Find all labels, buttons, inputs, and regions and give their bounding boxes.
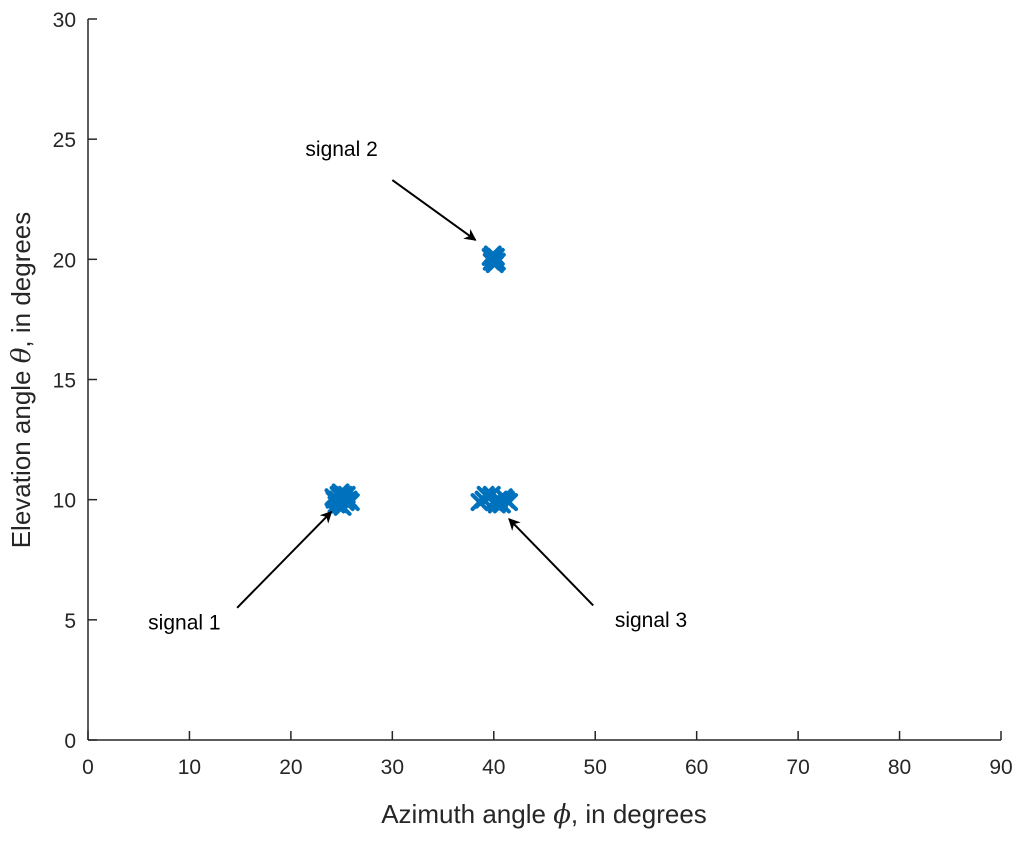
annotation-label: signal 2 <box>305 138 377 161</box>
x-axis-ticks: 0 10 20 30 40 50 60 70 80 90 <box>82 731 1013 779</box>
point-stroke <box>481 247 500 266</box>
data-point <box>482 485 501 504</box>
point-stroke <box>476 485 495 504</box>
annotation-label: signal 1 <box>148 611 220 634</box>
x-tick-label: 20 <box>279 756 302 779</box>
point-stroke <box>496 490 515 509</box>
point-stroke <box>482 485 501 504</box>
x-tick-label: 30 <box>381 756 404 779</box>
theta-symbol: θ <box>7 347 37 363</box>
data-point <box>496 490 515 509</box>
y-tick-label: 10 <box>53 490 76 513</box>
data-point <box>329 485 348 504</box>
y-tick-label: 30 <box>53 9 76 32</box>
x-tick-label: 10 <box>178 756 201 779</box>
data-point <box>481 247 500 266</box>
y-tick-label: 5 <box>64 610 76 633</box>
annotation-arrow <box>236 510 333 609</box>
annotation-label: signal 3 <box>615 609 687 632</box>
y-axis-title-suffix: , in degrees <box>6 212 36 348</box>
y-axis-ticks: 0 5 10 15 20 25 30 <box>53 9 97 753</box>
annotation-arrow <box>508 518 594 607</box>
y-tick-label: 0 <box>64 730 76 753</box>
x-tick-label: 60 <box>685 756 708 779</box>
annotation: signal 3 <box>508 518 687 632</box>
point-stroke <box>329 485 348 504</box>
x-axis-title: Azimuth angle ϕ, in degrees <box>381 799 707 830</box>
y-tick-label: 15 <box>53 370 76 393</box>
y-axis-title: Elevation angle θ, in degrees <box>6 212 37 549</box>
x-axis-title-suffix: , in degrees <box>571 799 707 829</box>
annotations: signal 1 signal 2 signal 3 <box>148 138 687 634</box>
point-stroke <box>341 493 360 512</box>
x-tick-label: 50 <box>584 756 607 779</box>
axes <box>87 19 1001 741</box>
y-tick-label: 25 <box>53 129 76 152</box>
x-tick-label: 80 <box>888 756 911 779</box>
y-tick-label: 20 <box>53 249 76 272</box>
annotation-arrow <box>391 179 477 241</box>
phi-symbol: ϕ <box>553 800 571 830</box>
point-stroke <box>487 495 506 514</box>
annotation: signal 2 <box>305 138 477 241</box>
x-tick-label: 90 <box>989 756 1012 779</box>
data-points <box>324 245 518 516</box>
annotation: signal 1 <box>148 510 333 634</box>
x-tick-label: 0 <box>82 756 94 779</box>
data-point <box>487 495 506 514</box>
x-tick-label: 70 <box>786 756 809 779</box>
x-axis-title-prefix: Azimuth angle <box>381 799 553 829</box>
x-tick-label: 40 <box>482 756 505 779</box>
y-axis-title-prefix: Elevation angle <box>6 363 36 548</box>
